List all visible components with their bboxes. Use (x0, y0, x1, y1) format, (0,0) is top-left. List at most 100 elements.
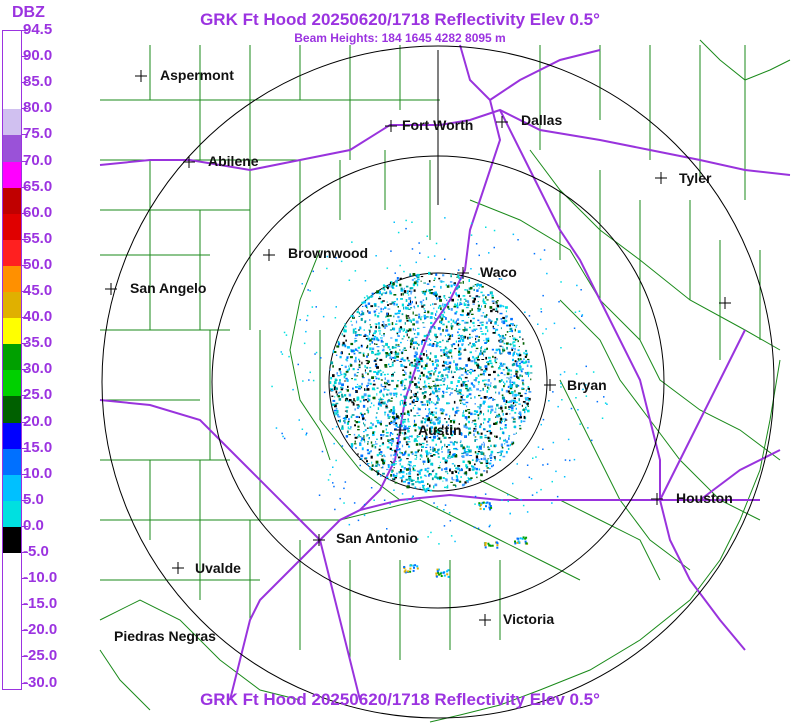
echo-pixel (377, 349, 380, 352)
echo-pixel (333, 381, 337, 385)
echo-pixel (339, 379, 341, 382)
echo-pixel (467, 380, 469, 382)
echo-pixel (485, 226, 487, 228)
echo-pixel (509, 380, 511, 383)
echo-pixel (414, 296, 417, 299)
echo-pixel (403, 467, 406, 470)
echo-pixel (453, 282, 457, 286)
echo-pixel (488, 447, 490, 449)
echo-pixel (426, 316, 429, 318)
city-houston: Houston (651, 490, 733, 506)
echo-pixel (506, 331, 509, 333)
echo-pixel (354, 378, 357, 381)
echo-pixel (392, 473, 395, 477)
echo-pixel (318, 494, 321, 496)
echo-pixel (476, 359, 480, 361)
city-abilene: Abilene (183, 153, 259, 169)
echo-pixel (494, 456, 496, 459)
echo-pixel (530, 378, 532, 381)
echo-pixel (351, 400, 353, 402)
echo-pixel (418, 343, 420, 346)
echo-pixel (366, 460, 368, 463)
echo-pixel (435, 443, 437, 446)
echo-pixel (473, 467, 476, 470)
echo-pixel (413, 465, 416, 467)
echo-pixel (467, 300, 470, 303)
echo-pixel (350, 348, 352, 352)
echo-pixel (409, 435, 412, 437)
echo-pixel (395, 413, 398, 416)
echo-pixel (516, 365, 519, 367)
echo-pixel (490, 321, 492, 324)
echo-pixel (430, 462, 434, 465)
echo-pixel (354, 400, 356, 403)
echo-pixel (513, 375, 516, 377)
city-label: Piedras Negras (114, 628, 216, 644)
legend-tick (22, 212, 28, 214)
echo-pixel (407, 482, 411, 485)
echo-pixel (504, 406, 507, 409)
echo-pixel (472, 465, 475, 469)
echo-pixel (525, 389, 527, 392)
echo-pixel (485, 314, 488, 316)
echo-pixel (355, 340, 358, 342)
echo-pixel (442, 409, 445, 412)
legend-swatch (3, 422, 21, 450)
echo-pixel (376, 366, 379, 369)
echo-pixel (511, 441, 515, 444)
echo-pixel (330, 389, 334, 392)
echo-pixel (363, 435, 365, 438)
echo-pixel (400, 341, 402, 344)
echo-pixel (360, 454, 364, 458)
echo-pixel (447, 484, 449, 487)
echo-pixel (405, 314, 407, 318)
echo-pixel (431, 401, 433, 404)
echo-pixel (474, 428, 477, 430)
echo-pixel (487, 420, 490, 423)
echo-pixel (393, 489, 395, 491)
echo-pixel (474, 369, 476, 372)
echo-pixel (345, 339, 347, 342)
echo-pixel (391, 470, 393, 473)
echo-pixel (373, 335, 377, 338)
echo-pixel (496, 318, 499, 321)
echo-pixel (345, 435, 349, 438)
echo-pixel (498, 339, 500, 342)
echo-pixel (560, 347, 562, 349)
echo-pixel (477, 301, 479, 303)
echo-pixel (539, 258, 542, 261)
echo-pixel (334, 378, 337, 381)
echo-pixel (428, 411, 431, 414)
echo-pixel (366, 434, 369, 436)
echo-pixel (361, 310, 364, 313)
echo-pixel (382, 300, 385, 302)
echo-pixel (382, 321, 385, 323)
echo-pixel (479, 507, 482, 510)
echo-pixel (430, 339, 432, 341)
echo-pixel (505, 334, 507, 336)
echo-pixel (433, 293, 437, 296)
echo-pixel (527, 409, 530, 413)
echo-pixel (519, 416, 522, 419)
echo-pixel (522, 536, 525, 539)
echo-pixel (464, 321, 466, 324)
echo-pixel (476, 459, 479, 462)
echo-pixel (528, 476, 531, 479)
echo-pixel (475, 338, 477, 341)
echo-pixel (472, 355, 474, 359)
city-label: Uvalde (195, 560, 241, 576)
echo-pixel (337, 395, 341, 398)
echo-pixel (484, 342, 487, 344)
echo-pixel (512, 358, 514, 362)
echo-pixel (530, 365, 533, 368)
echo-pixel (505, 366, 508, 369)
echo-pixel (527, 358, 530, 360)
echo-pixel (523, 415, 526, 419)
echo-pixel (406, 329, 408, 332)
echo-pixel (504, 403, 507, 405)
echo-pixel (418, 471, 421, 474)
echo-pixel (409, 363, 411, 366)
echo-pixel (490, 382, 492, 384)
echo-pixel (441, 317, 444, 321)
echo-pixel (437, 359, 439, 363)
